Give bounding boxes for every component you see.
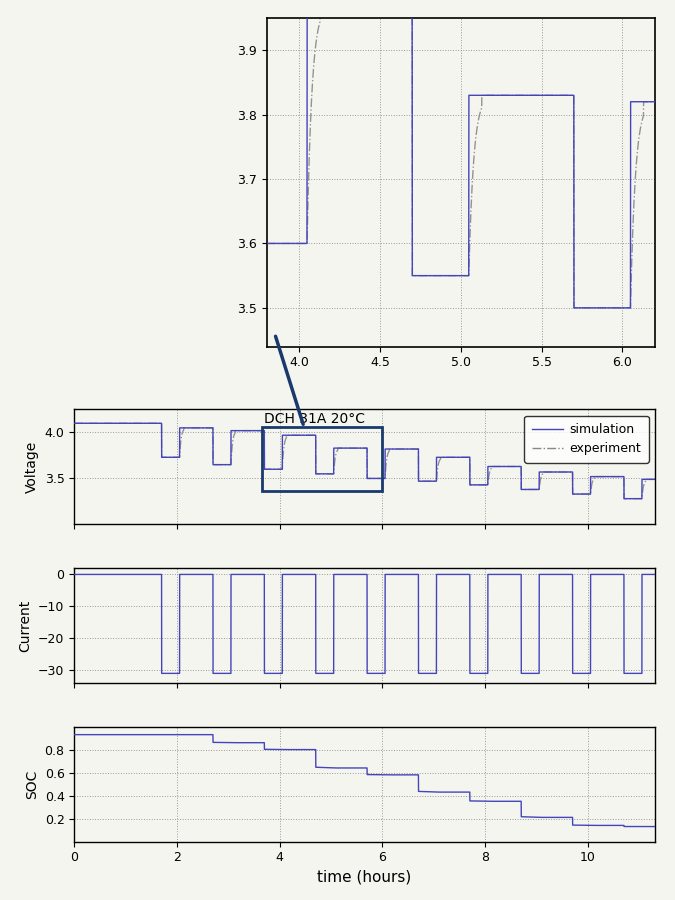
Text: DCH 31A 20°C: DCH 31A 20°C xyxy=(265,412,365,427)
Y-axis label: Voltage: Voltage xyxy=(25,441,39,493)
Bar xyxy=(262,427,383,491)
X-axis label: time (hours): time (hours) xyxy=(317,869,412,885)
Y-axis label: SOC: SOC xyxy=(25,770,39,798)
Y-axis label: Current: Current xyxy=(19,599,32,652)
Legend: simulation, experiment: simulation, experiment xyxy=(524,416,649,463)
